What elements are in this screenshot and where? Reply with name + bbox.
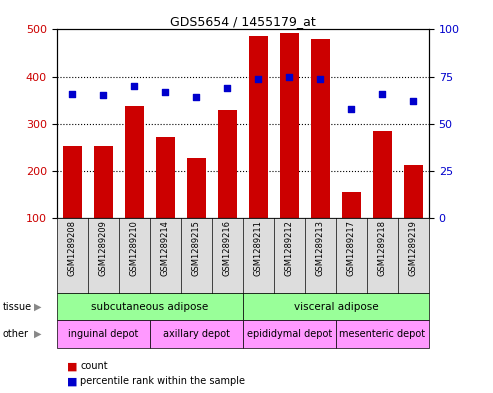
Text: GSM1289209: GSM1289209 xyxy=(99,220,108,276)
Title: GDS5654 / 1455179_at: GDS5654 / 1455179_at xyxy=(170,15,316,28)
Text: GSM1289214: GSM1289214 xyxy=(161,220,170,276)
Text: GSM1289218: GSM1289218 xyxy=(378,220,387,276)
Text: mesenteric depot: mesenteric depot xyxy=(339,329,425,339)
Point xyxy=(348,106,355,112)
Point xyxy=(68,90,76,97)
Bar xyxy=(94,147,112,218)
Point xyxy=(254,75,262,82)
Bar xyxy=(125,107,143,218)
Bar xyxy=(342,192,361,218)
Point xyxy=(161,88,169,95)
Text: count: count xyxy=(80,361,108,371)
Point xyxy=(223,85,231,91)
Bar xyxy=(404,165,423,218)
Point xyxy=(99,92,107,99)
Point xyxy=(317,75,324,82)
Bar xyxy=(156,136,175,218)
Text: GSM1289211: GSM1289211 xyxy=(254,220,263,276)
Text: axillary depot: axillary depot xyxy=(163,329,230,339)
Bar xyxy=(373,131,391,218)
Text: inguinal depot: inguinal depot xyxy=(68,329,139,339)
Text: tissue: tissue xyxy=(2,301,32,312)
Bar xyxy=(63,147,81,218)
Text: GSM1289212: GSM1289212 xyxy=(285,220,294,276)
Text: ■: ■ xyxy=(67,361,77,371)
Text: GSM1289216: GSM1289216 xyxy=(223,220,232,276)
Text: GSM1289217: GSM1289217 xyxy=(347,220,356,276)
Text: GSM1289210: GSM1289210 xyxy=(130,220,139,276)
Point xyxy=(130,83,138,89)
Point xyxy=(285,73,293,80)
Text: epididymal depot: epididymal depot xyxy=(246,329,332,339)
Text: GSM1289215: GSM1289215 xyxy=(192,220,201,276)
Text: percentile rank within the sample: percentile rank within the sample xyxy=(80,376,246,386)
Bar xyxy=(280,33,299,218)
Bar xyxy=(218,110,237,218)
Bar xyxy=(249,36,268,218)
Bar xyxy=(311,39,330,218)
Text: GSM1289219: GSM1289219 xyxy=(409,220,418,276)
Text: ▶: ▶ xyxy=(34,329,41,339)
Text: ▶: ▶ xyxy=(34,301,41,312)
Text: ■: ■ xyxy=(67,376,77,386)
Bar xyxy=(187,158,206,218)
Text: GSM1289213: GSM1289213 xyxy=(316,220,325,276)
Text: subcutaneous adipose: subcutaneous adipose xyxy=(91,301,209,312)
Text: GSM1289208: GSM1289208 xyxy=(68,220,77,276)
Point xyxy=(410,98,418,104)
Text: visceral adipose: visceral adipose xyxy=(293,301,378,312)
Point xyxy=(379,90,387,97)
Point xyxy=(192,94,200,101)
Text: other: other xyxy=(2,329,29,339)
